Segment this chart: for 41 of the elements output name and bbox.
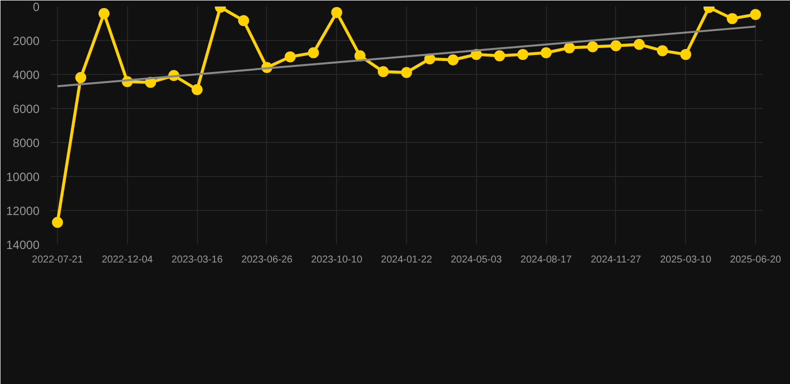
point [564,42,575,54]
point [401,66,412,78]
point [308,47,319,58]
x-tick-label: 2024-08-17 [520,254,572,266]
x-tick-label: 2024-11-27 [590,254,642,266]
point [75,72,86,84]
point [378,66,389,78]
x-tick-label: 2023-03-16 [172,254,224,266]
point [750,9,762,20]
x-tick-label: 2024-01-22 [380,254,433,266]
x-tick-label: 2024-05-03 [450,254,502,266]
x-tick-label: 2023-06-26 [241,254,293,266]
point [98,8,110,19]
point [656,45,668,56]
x-tick-label: 2023-10-10 [311,254,363,266]
point [610,40,622,52]
point [448,54,459,66]
point [331,6,342,18]
point [238,15,250,26]
point [680,48,692,60]
x-tick-label: 2022-12-04 [102,254,154,266]
x-tick-label: 2022-07-21 [32,254,84,266]
y-tick-label: 4000 [12,68,40,82]
point [726,13,738,24]
y-tick-label: 2000 [12,34,40,48]
y-tick-label: 6000 [12,102,40,116]
y-tick-label: 14000 [6,238,40,252]
point [52,216,63,228]
x-tick-label: 2025-03-10 [660,254,712,266]
y-tick-label: 10000 [6,170,40,184]
y-tick-label: 0 [32,0,40,14]
point [284,51,296,62]
point [587,41,598,52]
point [517,48,528,60]
y-tick-label: 12000 [6,204,40,218]
point [634,38,645,50]
point [540,47,552,58]
point [494,50,506,62]
point [192,84,203,96]
x-tick-label: 2025-06-20 [730,254,782,266]
y-tick-label: 8000 [12,136,40,150]
